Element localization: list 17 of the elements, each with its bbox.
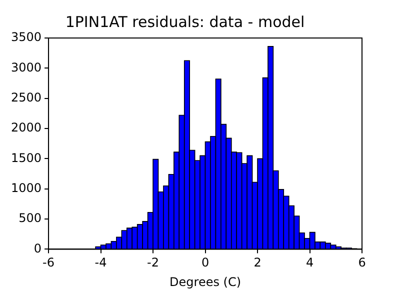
y-tick-label: 3000 (10, 60, 42, 74)
x-tick-label: -4 (94, 256, 107, 270)
y-tick-label: 1500 (10, 150, 42, 165)
x-tick-label: -2 (147, 256, 160, 270)
y-tick-label: 0 (34, 241, 42, 256)
y-tick-label: 3500 (10, 30, 42, 44)
x-tick-label: -6 (42, 256, 55, 270)
y-tick-label: 2000 (10, 120, 42, 135)
x-tick-label: 6 (358, 256, 366, 270)
chart-title: 1PIN1AT residuals: data - model (65, 12, 305, 31)
x-axis-title: Degrees (C) (170, 274, 242, 289)
x-tick-label: 0 (201, 256, 210, 270)
x-tick-label: 4 (306, 256, 314, 270)
y-tick-label: 500 (18, 211, 42, 226)
y-tick-label: 2500 (10, 90, 42, 104)
y-tick-label: 1000 (10, 180, 42, 195)
x-tick-label: 2 (254, 256, 262, 270)
